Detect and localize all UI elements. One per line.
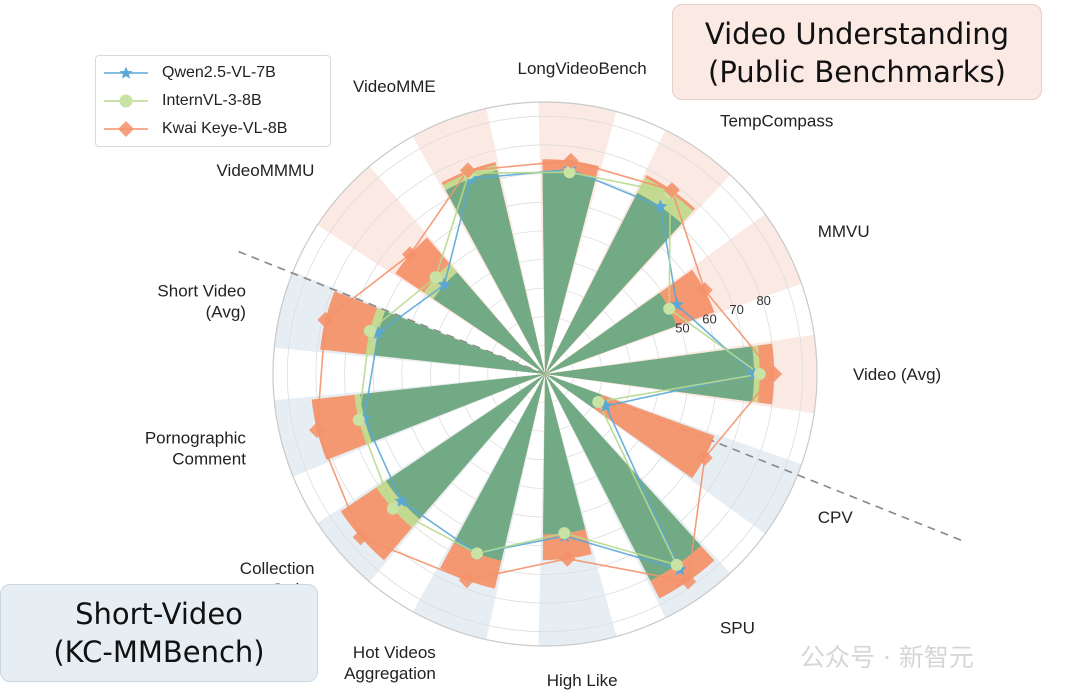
point-kwai-keye <box>352 529 369 546</box>
bar-qwen <box>545 374 602 409</box>
point-internvl <box>563 166 576 179</box>
point-kwai-keye <box>696 449 713 466</box>
category-label: Short Video (Avg) <box>157 281 246 321</box>
point-kwai-keye <box>401 246 418 263</box>
legend: Qwen2.5-VL-7B InternVL-3-8B Kwai Keye-VL… <box>95 55 331 147</box>
r-tick-label: 60 <box>702 311 716 326</box>
point-kwai-keye <box>459 162 476 179</box>
category-label: MMVU <box>818 222 870 241</box>
point-kwai-keye <box>696 282 713 299</box>
title-public-benchmarks: Video Understanding (Public Benchmarks) <box>672 4 1042 100</box>
category-label: LongVideoBench <box>518 59 647 78</box>
legend-label: InternVL-3-8B <box>162 92 262 109</box>
point-internvl <box>753 368 766 380</box>
point-internvl <box>363 324 376 337</box>
watermark: 公众号 · 新智元 <box>800 643 974 672</box>
bar-qwen <box>545 192 682 374</box>
title-line-2: (Public Benchmarks) <box>708 55 1006 89</box>
r-tick-label: 80 <box>756 293 770 308</box>
point-kwai-keye <box>309 422 326 439</box>
bar-qwen <box>445 170 545 374</box>
r-tick-label: 50 <box>675 321 689 336</box>
series-line-2 <box>357 171 762 567</box>
point-kwai-keye <box>562 152 579 169</box>
title-line-1: Short-Video <box>75 597 243 631</box>
bar-qwen <box>543 374 586 535</box>
point-kwai-keye <box>317 311 334 328</box>
category-label: Pornographic Comment <box>145 429 247 469</box>
legend-item-qwen: Qwen2.5-VL-7B <box>104 62 276 84</box>
legend-label: Qwen2.5-VL-7B <box>162 64 276 81</box>
legend-label: Kwai Keye-VL-8B <box>162 120 288 137</box>
point-qwen <box>598 398 613 412</box>
bar-qwen <box>433 272 545 374</box>
bar-qwen <box>545 292 677 374</box>
bar-qwen <box>542 170 597 374</box>
point-kwai-keye <box>766 366 783 382</box>
category-label: TempCompass <box>720 112 833 131</box>
point-qwen <box>653 199 668 213</box>
point-kwai-keye <box>458 572 475 589</box>
outer-circle <box>272 101 818 647</box>
legend-item-keye: Kwai Keye-VL-8B <box>104 118 287 140</box>
point-qwen <box>437 277 452 291</box>
category-label: Video (Avg) <box>853 365 941 384</box>
category-label: High Like <box>547 671 618 690</box>
series-line-1 <box>363 168 756 571</box>
bar-qwen <box>359 374 545 443</box>
point-kwai-keye <box>680 573 697 590</box>
r-tick-label: 70 <box>729 302 743 317</box>
bar-qwen <box>374 311 545 374</box>
point-internvl <box>429 271 442 284</box>
bar-qwen <box>545 346 755 402</box>
bar-qwen <box>453 374 545 561</box>
point-kwai-keye <box>559 550 576 567</box>
point-internvl <box>352 413 365 426</box>
legend-item-internvl: InternVL-3-8B <box>104 90 262 112</box>
point-internvl <box>670 558 683 571</box>
category-label: VideoMME <box>353 77 436 96</box>
point-qwen <box>669 297 684 311</box>
point-internvl <box>592 395 605 408</box>
point-internvl <box>386 502 399 515</box>
star-icon <box>104 62 148 84</box>
bar-qwen <box>385 374 545 520</box>
diamond-icon <box>104 118 148 140</box>
title-line-1: Video Understanding <box>704 17 1010 51</box>
point-internvl <box>558 527 571 540</box>
category-label: CPV <box>818 508 854 527</box>
category-label: Hot Videos Aggregation <box>344 643 436 683</box>
grid-circle <box>286 115 804 633</box>
divider-line <box>238 250 966 543</box>
category-label: VideoMMMU <box>217 161 315 180</box>
point-kwai-keye <box>663 182 680 199</box>
point-internvl <box>470 547 483 560</box>
point-qwen <box>394 493 409 508</box>
title-short-video: Short-Video (KC-MMBench) <box>0 584 318 682</box>
point-internvl <box>663 302 676 315</box>
circle-icon <box>104 90 148 112</box>
point-qwen <box>371 325 386 339</box>
title-line-2: (KC-MMBench) <box>53 635 265 669</box>
series-line-3 <box>316 159 776 583</box>
category-label: SPU <box>720 618 755 637</box>
